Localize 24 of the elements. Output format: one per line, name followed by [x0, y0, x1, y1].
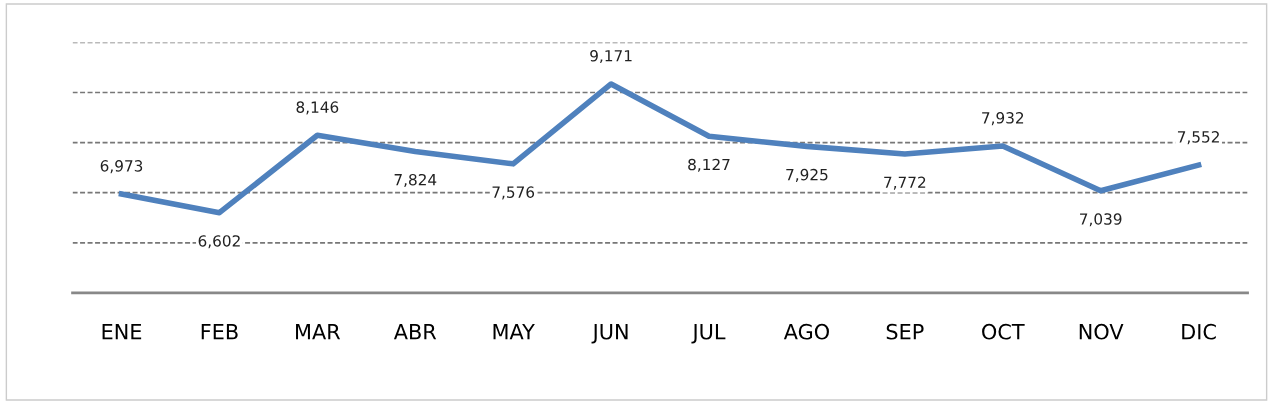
data-label: 8,146	[296, 101, 339, 115]
x-tick-label: OCT	[982, 323, 1025, 340]
data-label: 7,772	[884, 176, 926, 190]
data-label: 7,576	[492, 186, 535, 200]
data-label: 9,171	[590, 49, 632, 64]
x-tick-label: SEP	[886, 323, 924, 340]
x-tick-label: ENE	[102, 324, 142, 340]
x-tick-label: JUN	[591, 324, 628, 344]
x-tick-label: DIC	[1182, 323, 1216, 340]
x-tick-label: FEB	[201, 324, 238, 340]
data-label: 7,824	[394, 173, 437, 188]
data-label: 7,039	[1080, 213, 1122, 227]
data-label: 7,925	[786, 168, 828, 182]
x-tick-label: MAY	[493, 324, 535, 340]
x-tick-label: ABR	[393, 324, 437, 340]
x-tick-label: AGO	[783, 323, 829, 340]
data-label: 8,127	[688, 158, 730, 172]
x-tick-label: JUL	[691, 324, 726, 344]
x-tick-label: NOV	[1079, 323, 1124, 340]
x-tick-label: MAR	[296, 324, 341, 340]
data-label: 6,973	[100, 160, 143, 174]
data-label: 7,932	[982, 112, 1024, 126]
data-label: 6,602	[198, 235, 240, 249]
data-label: 7,552	[1177, 131, 1219, 145]
